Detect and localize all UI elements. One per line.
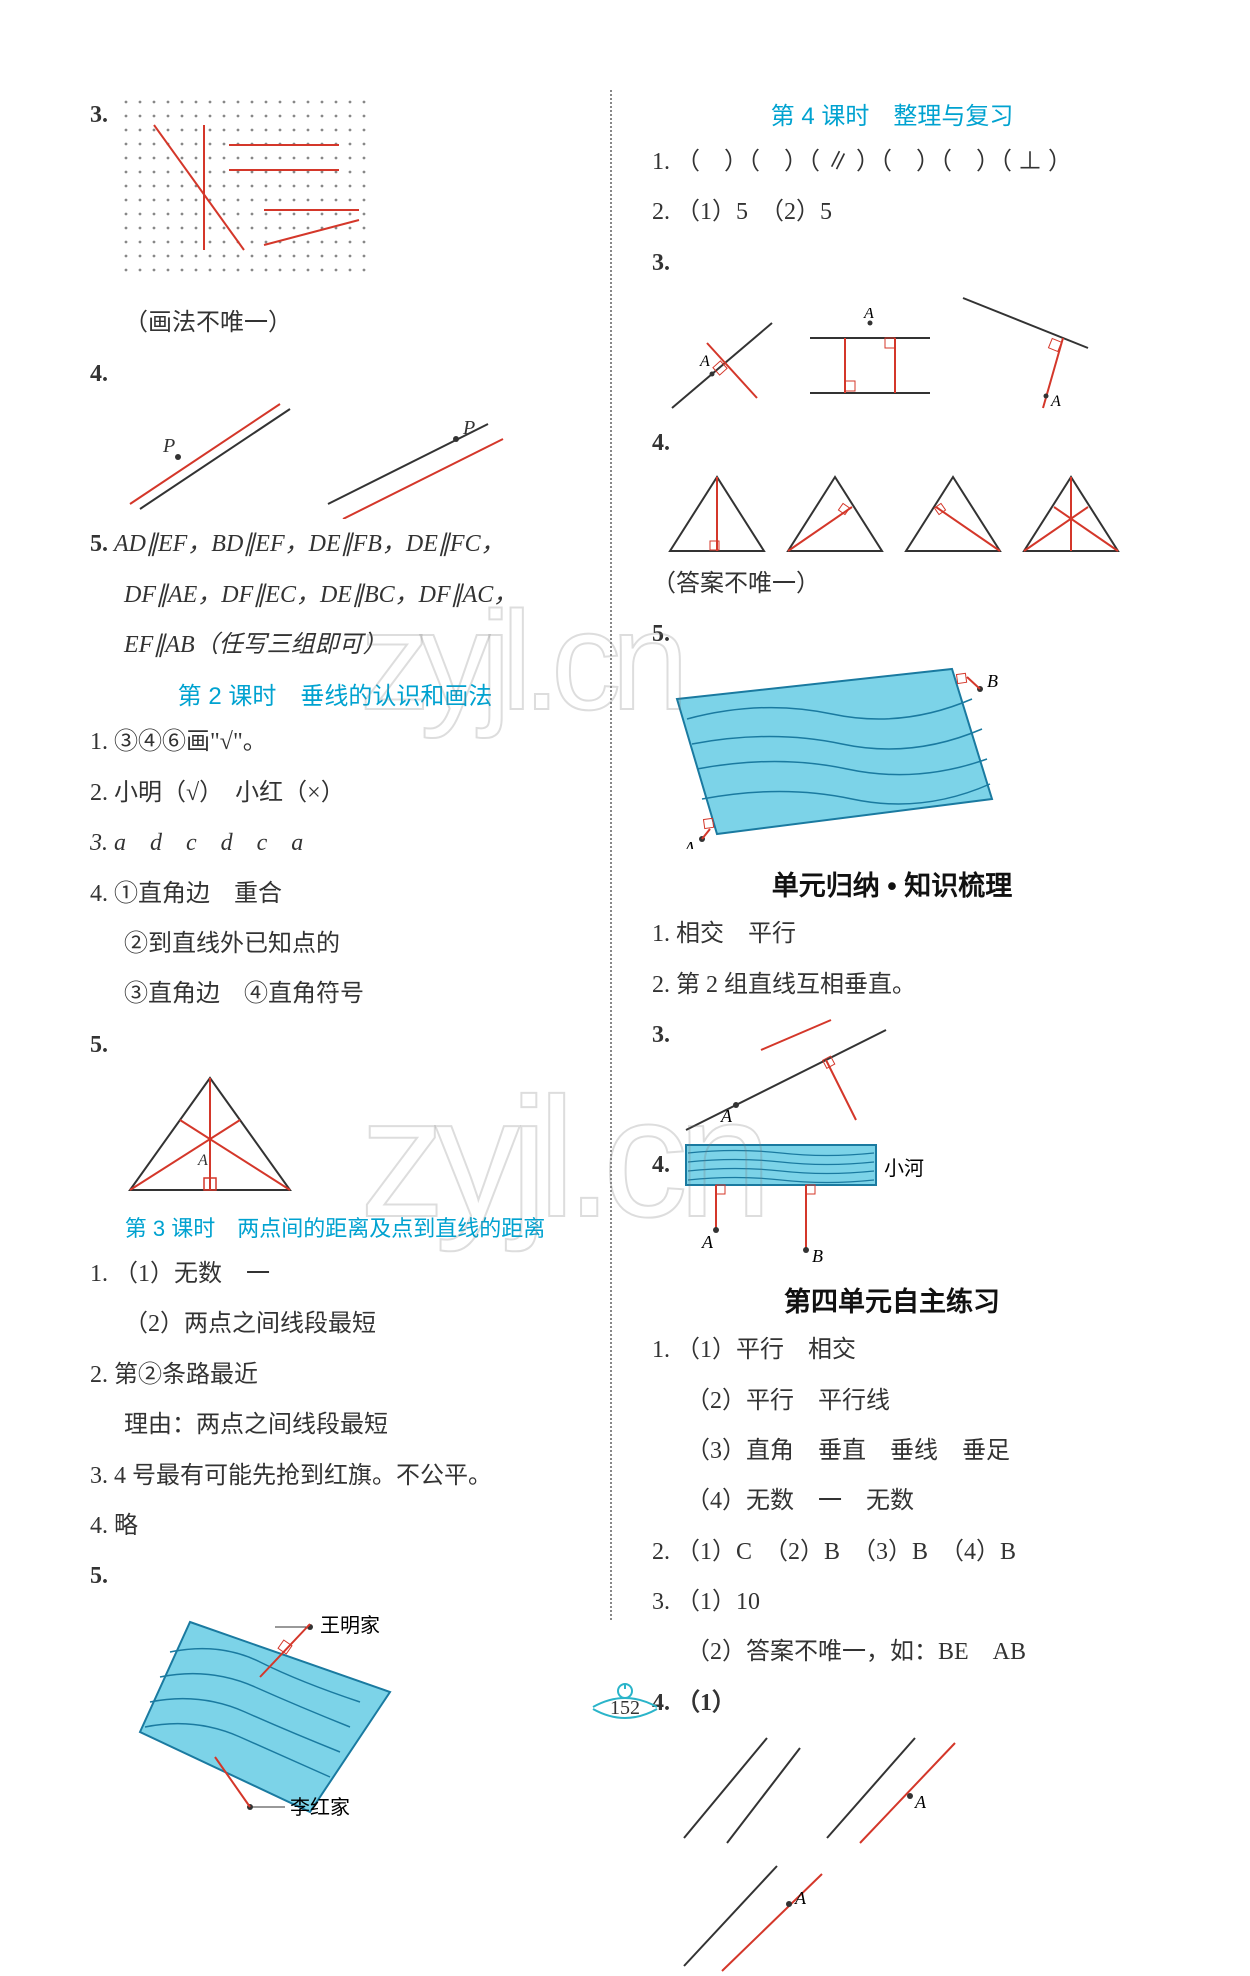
svg-text:A: A xyxy=(863,308,874,322)
page-content: 3. xyxy=(0,0,1250,1680)
l3-q1-1: 1. （1）无数 一 xyxy=(90,1249,580,1299)
left-column: 3. xyxy=(90,90,600,1640)
q5-line2: DF∥AE，DF∥EC，DE∥BC，DF∥AC， xyxy=(90,570,580,620)
lesson4-title: 第 4 课时 整理与复习 xyxy=(652,96,1132,131)
l2-q2: 2. 小明（√） 小红（×） xyxy=(90,768,580,818)
svg-text:A: A xyxy=(794,1888,807,1908)
q3-number: 3. xyxy=(90,102,108,128)
tri-height-2 xyxy=(780,469,890,559)
perp-fig3: A xyxy=(948,288,1098,418)
ut-q4-label: 4. （1） xyxy=(652,1678,1132,1728)
l3-q4: 4. 略 xyxy=(90,1501,580,1551)
us-q1: 1. 相交 平行 xyxy=(652,909,1132,959)
page-footer: 152 xyxy=(585,1669,665,1729)
l2-q4-1: 4. ①直角边 重合 xyxy=(90,869,580,919)
dot-grid-figure xyxy=(114,90,374,280)
l4-q5-label: 5. xyxy=(652,609,1132,659)
svg-text:A: A xyxy=(197,1152,208,1169)
q5-line3: EF∥AB（任写三组即可） xyxy=(90,620,580,670)
ut-q3-2: （2）答案不唯一，如：BE AB xyxy=(652,1627,1132,1677)
q4-fig2: P xyxy=(318,399,518,519)
l4-q4-note: （答案不唯一） xyxy=(652,559,1132,609)
ut-q1-1: 1. （1）平行 相交 xyxy=(652,1325,1132,1375)
unit-summary-title: 单元归纳 • 知识梳理 xyxy=(652,864,1132,903)
svg-text:A: A xyxy=(914,1792,927,1812)
ut-q1-3: （3）直角 垂直 垂线 垂足 xyxy=(652,1426,1132,1476)
svg-text:小河: 小河 xyxy=(884,1157,924,1180)
lesson2-title: 第 2 课时 垂线的认识和画法 xyxy=(90,676,580,711)
us-q4-label: 4. 小河 A B xyxy=(652,1140,1132,1270)
l4-q3-label: 3. xyxy=(652,238,1132,288)
ut-q3-1: 3. （1）10 xyxy=(652,1577,1132,1627)
l2-q4-3: ③直角边 ④直角符号 xyxy=(90,969,580,1019)
tri-height-4 xyxy=(1016,469,1126,559)
lesson3-title: 第 3 课时 两点间的距离及点到直线的距离 xyxy=(90,1211,580,1243)
l2-q4-2: ②到直线外已知点的 xyxy=(90,919,580,969)
us-q3-figure: A xyxy=(676,1010,896,1140)
right-column: 第 4 课时 整理与复习 1. （ ）（ ）（ ∥ ）（ ）（ ）（ ⊥ ） 2… xyxy=(622,90,1132,1640)
point-p: P xyxy=(162,435,175,457)
unit-test-title: 第四单元自主练习 xyxy=(652,1280,1132,1319)
svg-text:A: A xyxy=(699,353,710,370)
ut-q1-2: （2）平行 平行线 xyxy=(652,1376,1132,1426)
l3-q2-2: 理由：两点之间线段最短 xyxy=(90,1400,580,1450)
svg-text:B: B xyxy=(812,1246,823,1266)
svg-text:A: A xyxy=(720,1106,733,1126)
svg-text:王明家: 王明家 xyxy=(320,1614,380,1637)
svg-text:B: B xyxy=(987,671,998,691)
ut-q1-4: （4）无数 一 无数 xyxy=(652,1476,1132,1526)
l4-q2: 2. （1）5 （2）5 xyxy=(652,187,1132,237)
perp-fig1: A xyxy=(662,308,792,418)
column-divider xyxy=(610,90,612,1620)
q5-line1: 5. AD∥EF，BD∥EF，DE∥FB，DE∥FC， xyxy=(90,519,580,569)
l4-q4-label: 4. xyxy=(652,418,1132,468)
l3-q5-label: 5. xyxy=(90,1551,580,1601)
ut-q2: 2. （1）C （2）B （3）B （4）B xyxy=(652,1527,1132,1577)
l3-q2-1: 2. 第②条路最近 xyxy=(90,1350,580,1400)
q3-note: （画法不唯一） xyxy=(90,298,580,348)
l3-q3: 3. 4 号最有可能先抢到红旗。不公平。 xyxy=(90,1451,580,1501)
q4-number: 4. xyxy=(90,361,108,387)
us-q2: 2. 第 2 组直线互相垂直。 xyxy=(652,960,1132,1010)
page-number: 152 xyxy=(610,1697,640,1719)
ut-q4-fig3: A xyxy=(672,1856,832,1976)
svg-text:李红家: 李红家 xyxy=(290,1796,350,1819)
perp-fig2: A xyxy=(800,308,940,418)
river-figure-2: A B xyxy=(662,659,1022,849)
svg-text:A: A xyxy=(683,838,696,849)
tri-height-1 xyxy=(662,469,772,559)
ut-q4-fig1 xyxy=(672,1728,807,1848)
us-q3-label: 3. A xyxy=(652,1010,1132,1140)
triangle-altitude-figure: A xyxy=(120,1070,300,1200)
q3: 3. xyxy=(90,90,580,298)
tri-height-3 xyxy=(898,469,1008,559)
svg-text:A: A xyxy=(701,1232,714,1252)
svg-text:A: A xyxy=(1050,393,1061,410)
ut-q4-fig2: A xyxy=(815,1728,970,1848)
l2-q5-label: 5. xyxy=(90,1020,580,1070)
l2-q1: 1. ③④⑥画"√"。 xyxy=(90,717,580,767)
l2-q3: 3. a d c d c a xyxy=(90,818,580,868)
l3-q1-2: （2）两点之间线段最短 xyxy=(90,1299,580,1349)
l4-q1: 1. （ ）（ ）（ ∥ ）（ ）（ ）（ ⊥ ） xyxy=(652,137,1132,187)
point-p2: P xyxy=(462,417,475,439)
q4-fig1: P xyxy=(120,399,310,519)
river-figure-1: 王明家 李红家 xyxy=(120,1602,440,1822)
us-q4-figure: 小河 A B xyxy=(676,1140,956,1270)
q4: 4. xyxy=(90,349,580,399)
